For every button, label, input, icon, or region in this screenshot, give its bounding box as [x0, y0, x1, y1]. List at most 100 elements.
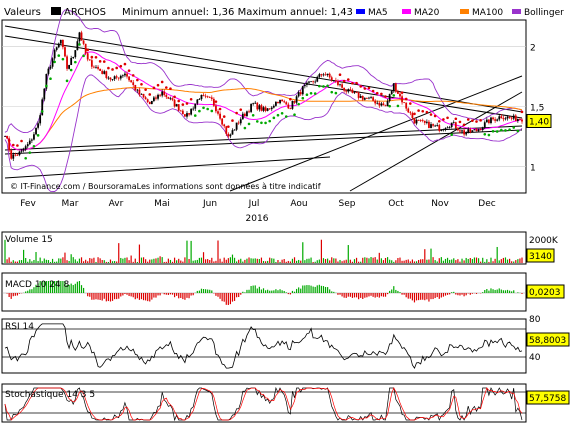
macd-bar [317, 285, 318, 293]
volume-bar [248, 257, 249, 263]
macd-bar [360, 293, 361, 298]
candle-body [186, 113, 188, 117]
macd-bar [356, 293, 357, 297]
volume-bar [25, 258, 26, 263]
month-label: Jul [248, 199, 260, 209]
volume-bar [439, 258, 440, 263]
volume-bar [385, 258, 386, 263]
macd-bar [27, 291, 28, 293]
volume-bar [232, 255, 233, 263]
candle-body [292, 101, 294, 109]
sar-dot [438, 120, 441, 123]
sar-dot [86, 49, 89, 52]
volume-bar [422, 259, 423, 263]
candle-body [37, 123, 39, 127]
volume-bar [515, 260, 516, 263]
volume-bar [15, 262, 16, 263]
candle-body [83, 40, 85, 43]
candle-body [25, 146, 27, 149]
candle-body [203, 95, 205, 96]
macd-bar [236, 293, 237, 297]
sar-dot [260, 121, 263, 124]
macd-bar [395, 290, 396, 293]
macd-bar [178, 293, 179, 298]
macd-bar [75, 284, 76, 293]
candle-body [35, 128, 37, 135]
volume-bar [284, 259, 285, 263]
macd-bar [9, 293, 10, 297]
candle-body [261, 105, 263, 110]
volume-bar [406, 260, 407, 263]
sar-dot [37, 134, 40, 137]
macd-bar [350, 293, 351, 297]
candle-body [110, 78, 112, 80]
sar-dot [488, 134, 491, 137]
candle-body [511, 118, 513, 119]
macd-bar [441, 293, 442, 297]
candle-body [188, 113, 190, 114]
macd-bar [302, 285, 303, 293]
candle-body [453, 122, 455, 123]
macd-bar [244, 292, 245, 293]
sar-dot [376, 92, 379, 95]
volume-bar [327, 259, 328, 263]
macd-bar [100, 293, 101, 300]
macd-bar [379, 293, 380, 298]
candle-body [101, 71, 103, 74]
volume-bar [441, 257, 442, 263]
candle-body [513, 116, 515, 119]
volume-bar [207, 259, 208, 263]
sar-dot [70, 69, 73, 72]
macd-bar [193, 293, 194, 295]
volume-bar [13, 260, 14, 263]
volume-bar [160, 256, 161, 263]
macd-bar [104, 293, 105, 299]
volume-bar [364, 257, 365, 263]
volume-bar [507, 260, 508, 263]
volume-bar [242, 262, 243, 263]
candle-body [430, 124, 432, 128]
volume-bar [511, 261, 512, 263]
candle-body [471, 130, 473, 132]
macd-bar [420, 293, 421, 300]
candle-body [463, 130, 465, 134]
sar-dot [500, 129, 503, 132]
macd-bar [172, 293, 173, 295]
sar-dot [318, 85, 321, 88]
candle-body [64, 47, 66, 56]
candle-body [409, 112, 411, 113]
candle-body [242, 114, 244, 120]
macd-bar [248, 290, 249, 293]
candle-body [494, 119, 496, 121]
macd-bar [414, 293, 415, 302]
volume-bar [75, 259, 76, 263]
volume-bar [294, 257, 295, 263]
sar-dot [140, 83, 143, 86]
rsi-tick-80: 80 [529, 315, 541, 325]
sar-dot [107, 67, 110, 70]
macd-bar [91, 293, 92, 300]
candle-body [368, 98, 370, 99]
macd-bar [455, 293, 456, 295]
volume-bar [375, 257, 376, 263]
candle-body [116, 76, 118, 77]
macd-bar [391, 289, 392, 293]
candle-body [258, 105, 260, 109]
volume-bar [135, 259, 136, 263]
volume-bar [315, 262, 316, 263]
volume-bar [373, 258, 374, 263]
candle-body [250, 104, 252, 112]
candle-body [500, 116, 502, 118]
sar-dot [459, 121, 462, 124]
sar-dot [372, 90, 375, 93]
volume-bar [517, 259, 518, 263]
macd-bar [211, 290, 212, 293]
candle-body [79, 32, 81, 41]
volume-bar [137, 262, 138, 263]
macd-bar [404, 293, 405, 295]
macd-bar [509, 291, 510, 293]
volume-bar [157, 258, 158, 263]
candle-body [141, 94, 143, 95]
volume-bar [128, 260, 129, 263]
sar-dot [467, 118, 470, 121]
